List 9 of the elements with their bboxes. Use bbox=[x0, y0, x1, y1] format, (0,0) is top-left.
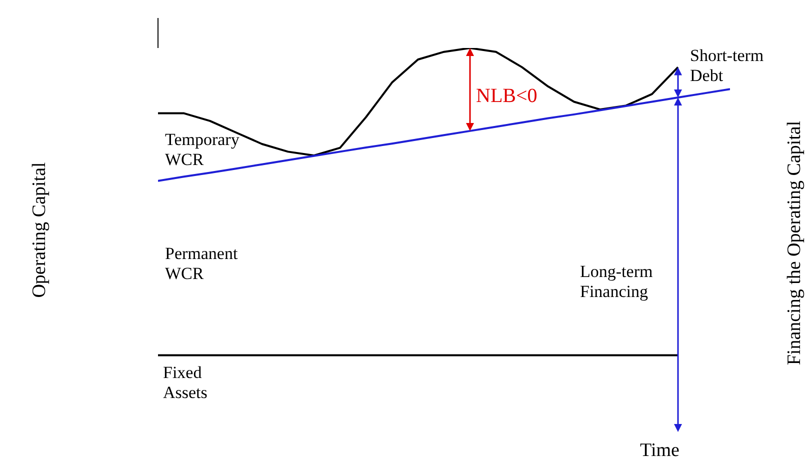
annotation: NLB<0 bbox=[476, 85, 538, 107]
annotation: Temporary WCR bbox=[165, 130, 240, 170]
annotation: Short-term Debt bbox=[690, 46, 764, 86]
y-axis-title: Operating Capital bbox=[29, 162, 51, 298]
x-axis-title: Time bbox=[640, 440, 680, 462]
annotation: Long-term Financing bbox=[580, 262, 653, 302]
annotation: Fixed Assets bbox=[163, 363, 208, 403]
y2-axis-title: Financing the Operating Capital bbox=[784, 120, 806, 366]
annotation: Permanent WCR bbox=[165, 244, 238, 284]
